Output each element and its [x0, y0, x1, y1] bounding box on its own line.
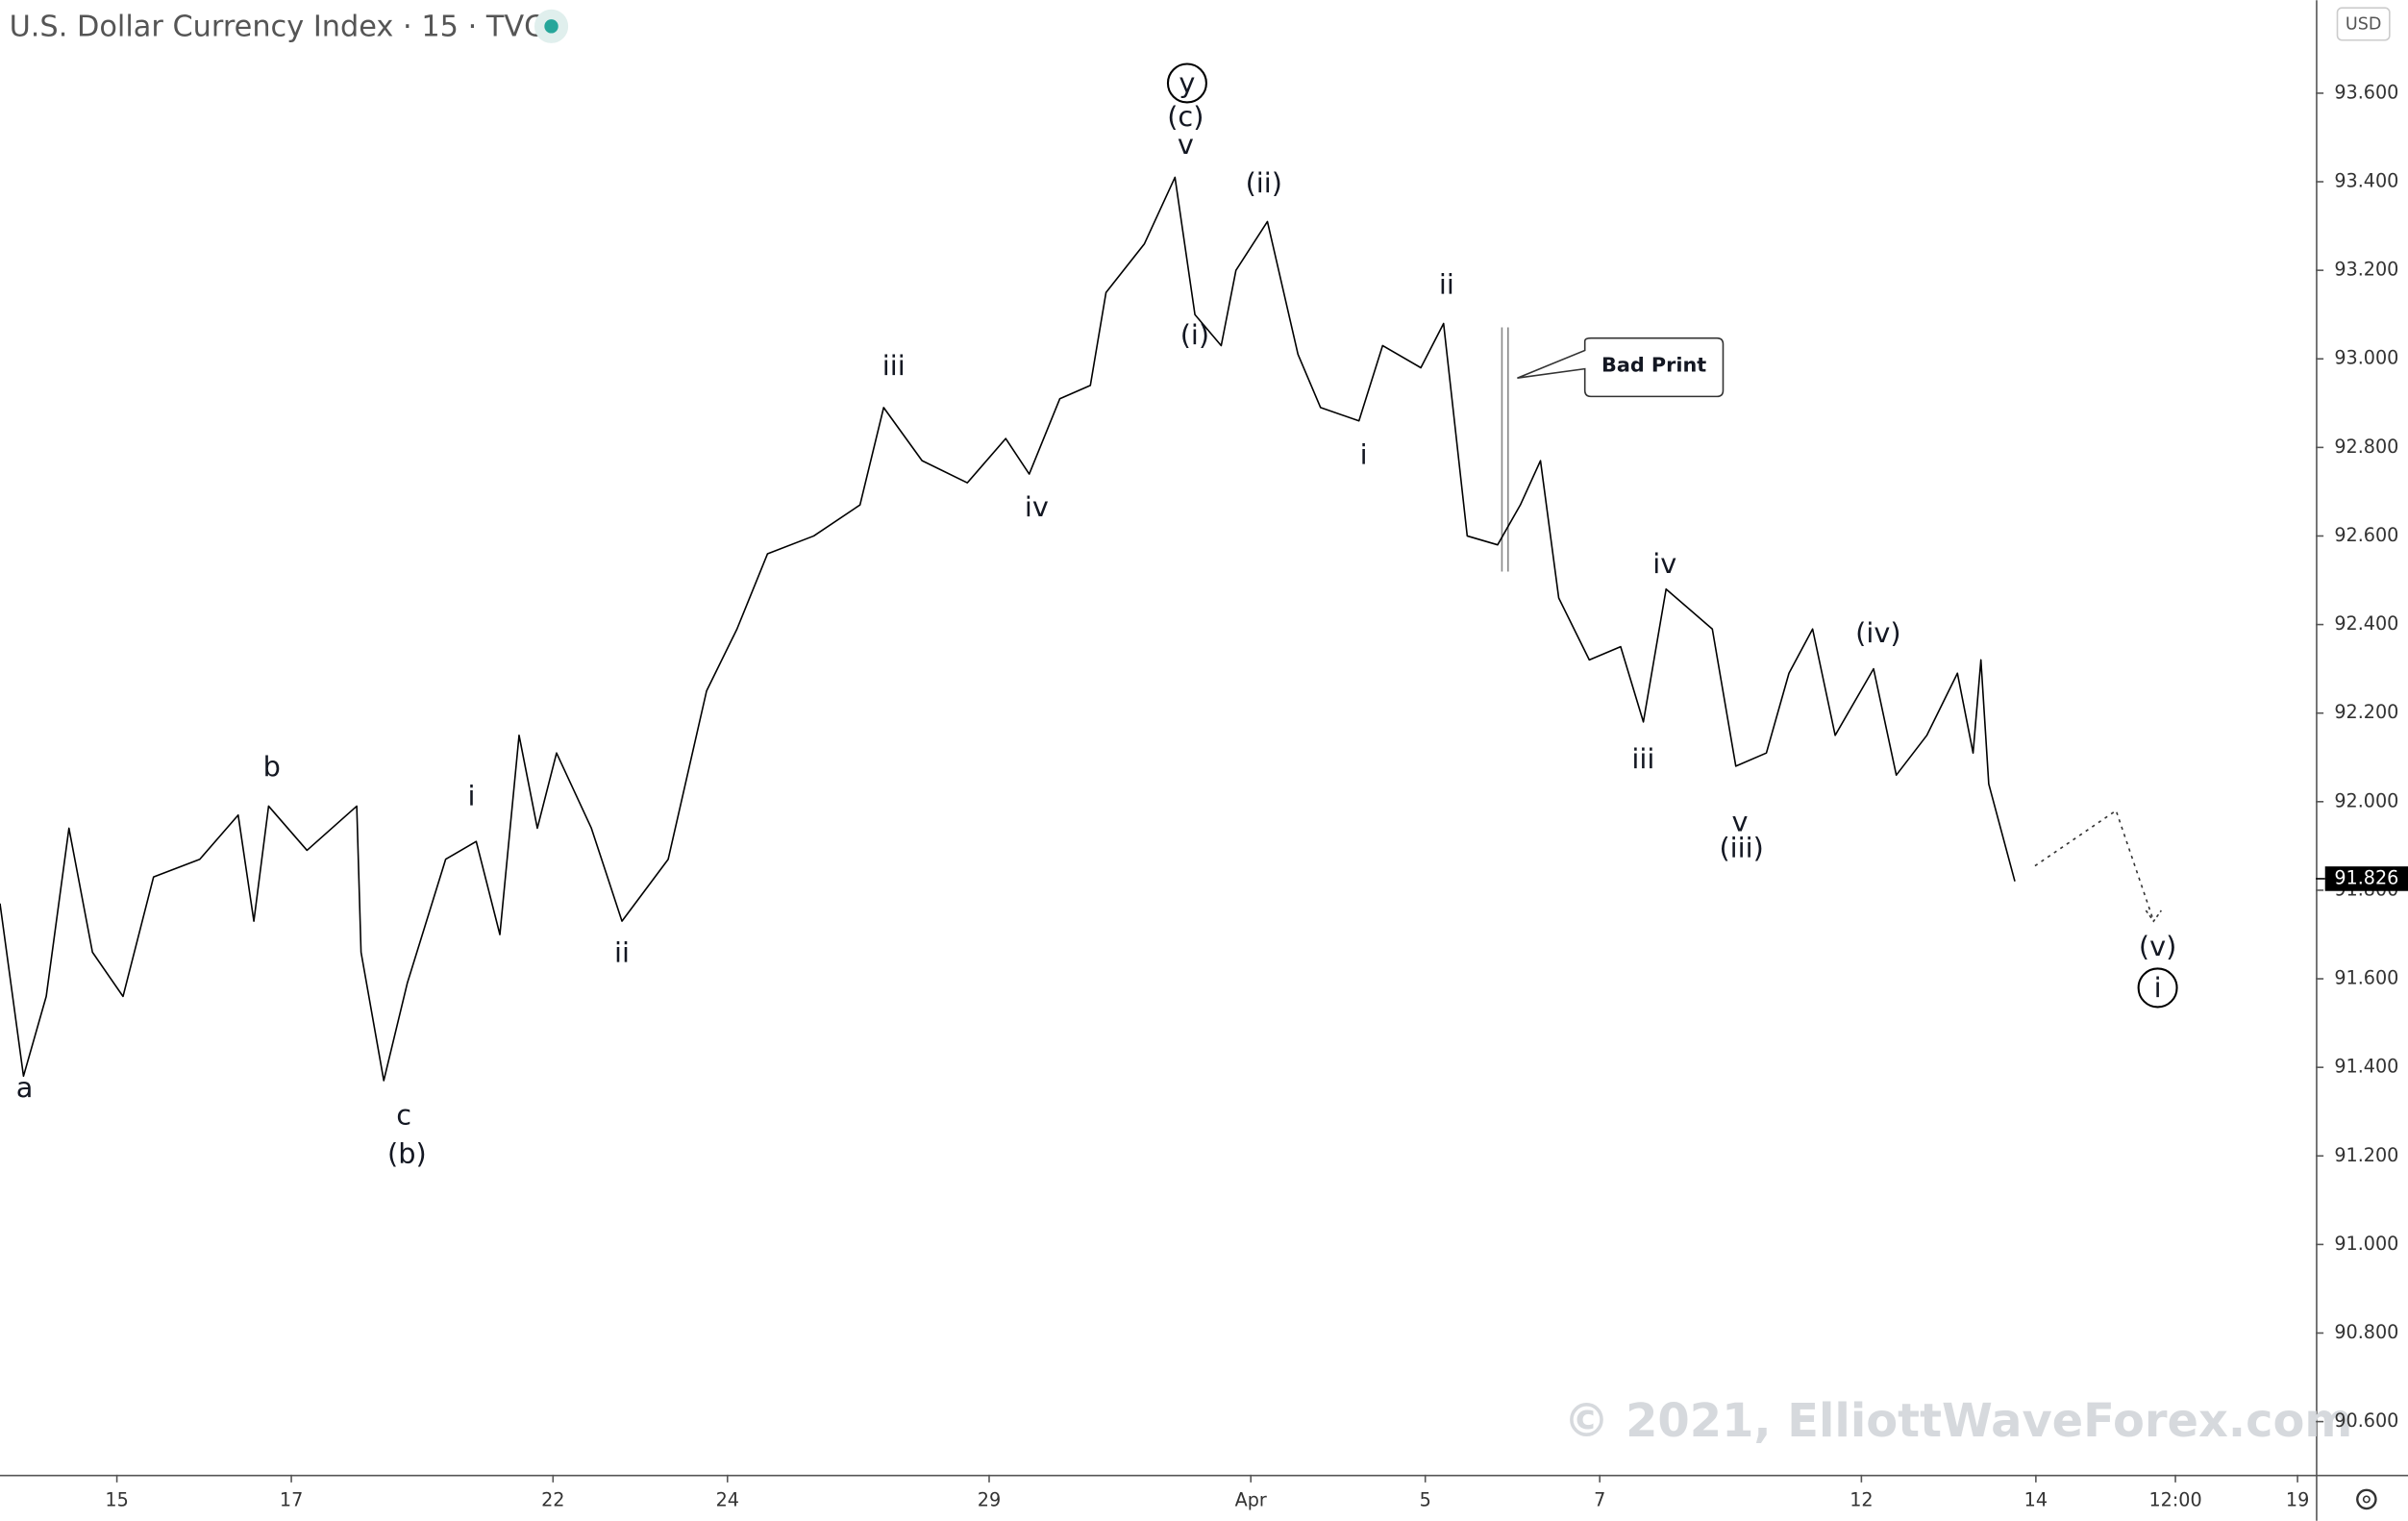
wave-label: b: [263, 750, 281, 783]
y-tick-label: 92.800: [2334, 436, 2398, 458]
wave-label: ii: [614, 935, 630, 968]
wave-label: y: [1179, 66, 1195, 99]
y-tick-label: 93.400: [2334, 170, 2398, 192]
wave-label: (i): [1180, 318, 1209, 351]
wave-label: v: [1732, 806, 1749, 838]
y-tick-label: 92.600: [2334, 524, 2398, 546]
wave-label: (ii): [1246, 166, 1282, 199]
x-tick-label: 5: [1420, 1489, 1431, 1511]
wave-label: (c): [1167, 100, 1204, 133]
status-dot: [544, 19, 559, 34]
y-tick-label: 93.200: [2334, 259, 2398, 281]
projection-line: [2034, 809, 2155, 922]
wave-label: iii: [882, 349, 906, 382]
y-tick-label: 91.000: [2334, 1233, 2398, 1255]
last-price-box: [2324, 866, 2408, 891]
x-tick-label: 12: [1849, 1489, 1873, 1511]
y-tick-label: 92.200: [2334, 701, 2398, 723]
wave-label: (v): [2139, 930, 2176, 962]
wave-label: (iv): [1855, 616, 1900, 649]
x-tick-label: 14: [2024, 1489, 2048, 1511]
y-tick-label: 93.000: [2334, 347, 2398, 369]
y-tick-label: 92.000: [2334, 789, 2398, 811]
settings-icon[interactable]: [2356, 1488, 2377, 1510]
x-tick-label: Apr: [1235, 1489, 1267, 1511]
y-tick-label: 91.600: [2334, 967, 2398, 989]
x-tick-label: 29: [978, 1489, 1001, 1511]
x-tick-label: 17: [280, 1489, 303, 1511]
currency-box[interactable]: [2336, 7, 2391, 41]
wave-label: v: [1178, 128, 1194, 161]
callout: Bad Print: [1601, 353, 1706, 376]
wave-label: iv: [1652, 547, 1676, 580]
y-tick-label: 90.600: [2334, 1409, 2398, 1432]
currency: USD: [2346, 15, 2382, 35]
x-tick-label: 12:00: [2148, 1489, 2201, 1511]
wave-label: a: [16, 1071, 34, 1104]
wave-label: i: [1360, 438, 1368, 471]
x-tick-label: 24: [716, 1489, 739, 1511]
callout-bubble: [1517, 337, 1725, 398]
wave-circle: [1166, 62, 1207, 104]
wave-label: (b): [387, 1137, 427, 1170]
wave-circle: [2137, 967, 2178, 1009]
price-line: [0, 176, 2016, 1082]
wave-label: iv: [1025, 490, 1049, 523]
y-tick-label: 92.400: [2334, 612, 2398, 635]
x-tick-label: 15: [105, 1489, 128, 1511]
wave-label: ii: [1439, 267, 1454, 300]
x-tick-label: 7: [1594, 1489, 1605, 1511]
projection-arrow: [2145, 910, 2162, 923]
wave-label: (iii): [1719, 832, 1763, 864]
wave-label: i: [2154, 971, 2162, 1004]
y-tick-label: 91.200: [2334, 1144, 2398, 1166]
watermark: © 2021, ElliottWaveForex.com: [1563, 1395, 2352, 1448]
y-tick-label: 90.800: [2334, 1321, 2398, 1343]
y-tick-label: 91.400: [2334, 1056, 2398, 1078]
y-tick-label: 93.600: [2334, 81, 2398, 103]
x-tick-label: 19: [2286, 1489, 2309, 1511]
chart-title: U.S. Dollar Currency Index · 15 · TVC: [10, 10, 545, 43]
wave-label: i: [467, 779, 475, 811]
wave-label: iii: [1631, 742, 1654, 775]
wave-label: c: [396, 1099, 411, 1132]
x-tick-label: 22: [541, 1489, 564, 1511]
last-price-label: 91.826: [2334, 866, 2398, 888]
